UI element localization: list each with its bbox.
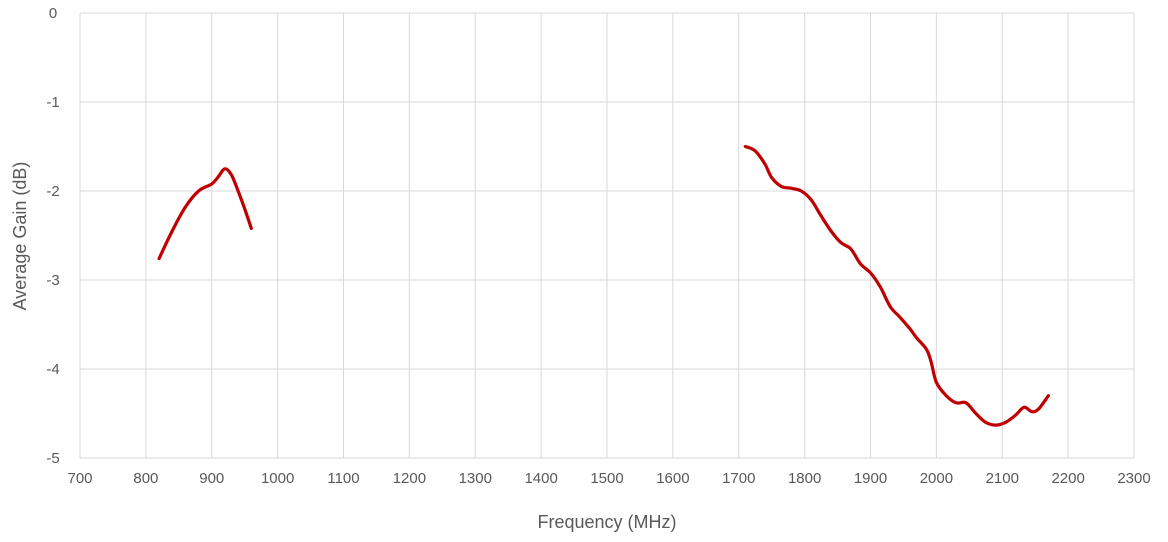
x-tick-label: 2100 <box>986 470 1019 487</box>
x-tick-label: 1300 <box>459 470 492 487</box>
series-layer <box>157 144 1050 427</box>
x-tick-label: 1000 <box>261 470 294 487</box>
gridlines <box>79 12 1135 459</box>
y-tick-label: -1 <box>46 94 59 111</box>
y-tick-label: -5 <box>46 450 59 467</box>
x-axis-title: Frequency (MHz) <box>537 512 676 532</box>
x-tick-labels: 700 800 900 1000 1100 1200 1300 1400 1500 1600 170… <box>67 470 1150 487</box>
x-tick-label: 1100 <box>327 470 359 487</box>
y-axis-title: Average Gain (dB) <box>10 162 30 311</box>
x-tick-label: 1200 <box>393 470 426 487</box>
y-tick-label: -3 <box>46 272 59 289</box>
x-tick-label: 1600 <box>656 470 689 487</box>
y-tick-label: -2 <box>46 183 59 200</box>
x-tick-label: 1500 <box>590 470 623 487</box>
y-tick-label: 0 <box>49 5 57 22</box>
x-tick-label: 1800 <box>788 470 821 487</box>
series-line-segment <box>157 167 253 261</box>
x-tick-label: 800 <box>133 470 158 487</box>
x-tick-label: 1900 <box>854 470 887 487</box>
x-tick-label: 700 <box>67 470 92 487</box>
x-tick-label: 2300 <box>1117 470 1150 487</box>
x-tick-label: 2200 <box>1051 470 1084 487</box>
x-tick-label: 1400 <box>524 470 557 487</box>
x-tick-label: 2000 <box>920 470 953 487</box>
x-tick-label: 1700 <box>722 470 755 487</box>
series-line-segment <box>743 144 1050 427</box>
y-tick-labels: 0 -1 -2 -3 -4 -5 <box>46 5 59 467</box>
y-tick-label: -4 <box>46 361 59 378</box>
x-tick-label: 900 <box>199 470 224 487</box>
